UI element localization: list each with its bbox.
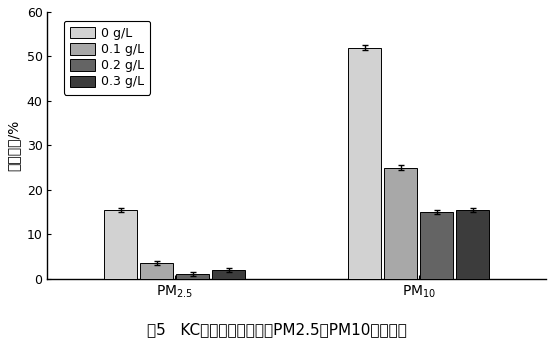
Bar bbox=[212, 270, 246, 279]
Bar bbox=[104, 210, 137, 279]
Bar bbox=[420, 212, 453, 279]
Bar bbox=[456, 210, 489, 279]
Text: 图5   KC的含量对飞灰中的PM2.5、PM10含量影响: 图5 KC的含量对飞灰中的PM2.5、PM10含量影响 bbox=[147, 323, 406, 338]
Y-axis label: 体积分数/%: 体积分数/% bbox=[7, 120, 21, 171]
Bar bbox=[348, 47, 381, 279]
Legend: 0 g/L, 0.1 g/L, 0.2 g/L, 0.3 g/L: 0 g/L, 0.1 g/L, 0.2 g/L, 0.3 g/L bbox=[64, 21, 150, 95]
Bar bbox=[140, 263, 174, 279]
Bar bbox=[384, 167, 417, 279]
Bar bbox=[176, 274, 210, 279]
